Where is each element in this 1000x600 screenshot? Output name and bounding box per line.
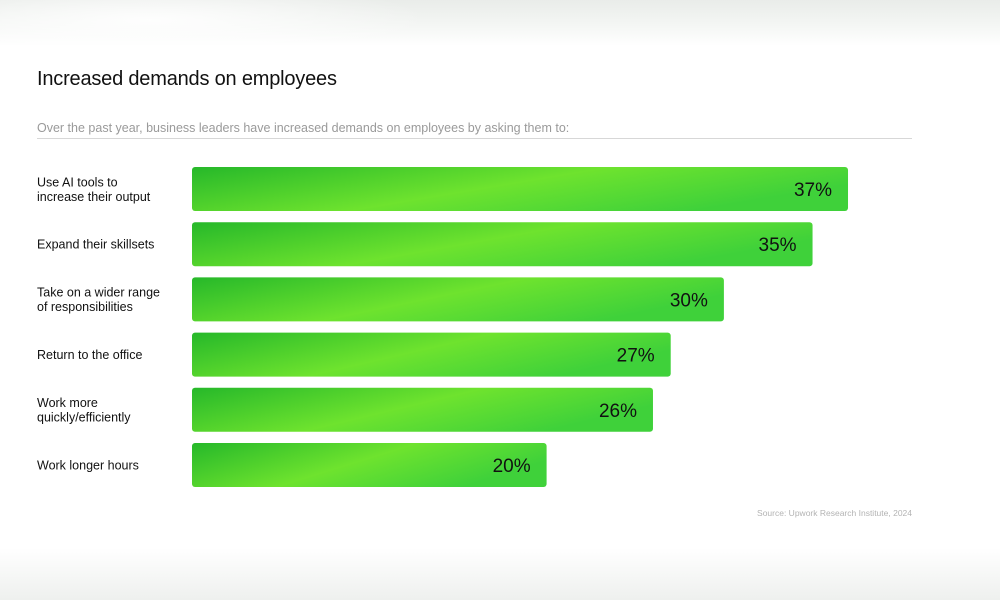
divider-line — [37, 138, 912, 139]
category-label-2: Expand their skillsets — [37, 238, 154, 252]
bar-5 — [192, 387, 653, 432]
chart-subtitle: Over the past year, business leaders hav… — [37, 121, 570, 135]
category-label-line: of responsibilities — [37, 300, 133, 314]
background-blur-top — [0, 0, 1000, 46]
bar-value-label-4: 27% — [617, 346, 655, 367]
bar-6 — [192, 443, 547, 487]
category-label-6: Work longer hours — [37, 459, 139, 473]
chart-title: Increased demands on employees — [37, 68, 337, 90]
category-label-line: increase their output — [37, 190, 151, 204]
category-label-line: Return to the office — [37, 348, 142, 362]
category-label-5: Work more quickly/efficiently — [37, 396, 131, 425]
bar-value-label-5: 26% — [599, 401, 637, 422]
bar-value-label-2: 35% — [759, 235, 797, 256]
bar-3 — [192, 277, 724, 322]
category-label-line: Work longer hours — [37, 459, 139, 473]
bar-2 — [192, 222, 813, 267]
bar-value-label-1: 37% — [794, 180, 832, 201]
bar-value-label-6: 20% — [493, 456, 531, 477]
category-label-1: Use AI tools to increase their output — [37, 175, 151, 204]
category-label-line: quickly/efficiently — [37, 411, 131, 425]
background-blur-bottom — [0, 548, 1000, 600]
source-note: Source: Upwork Research Institute, 2024 — [757, 508, 912, 518]
category-label-line: Take on a wider range — [37, 286, 160, 300]
bar-value-label-3: 30% — [670, 290, 708, 311]
category-label-line: Work more — [37, 396, 98, 410]
category-label-line: Use AI tools to — [37, 175, 118, 189]
category-label-4: Return to the office — [37, 348, 142, 362]
bar-4 — [192, 332, 671, 377]
bar-1 — [192, 167, 849, 211]
category-label-3: Take on a wider range of responsibilities — [37, 286, 160, 315]
category-label-line: Expand their skillsets — [37, 238, 154, 252]
